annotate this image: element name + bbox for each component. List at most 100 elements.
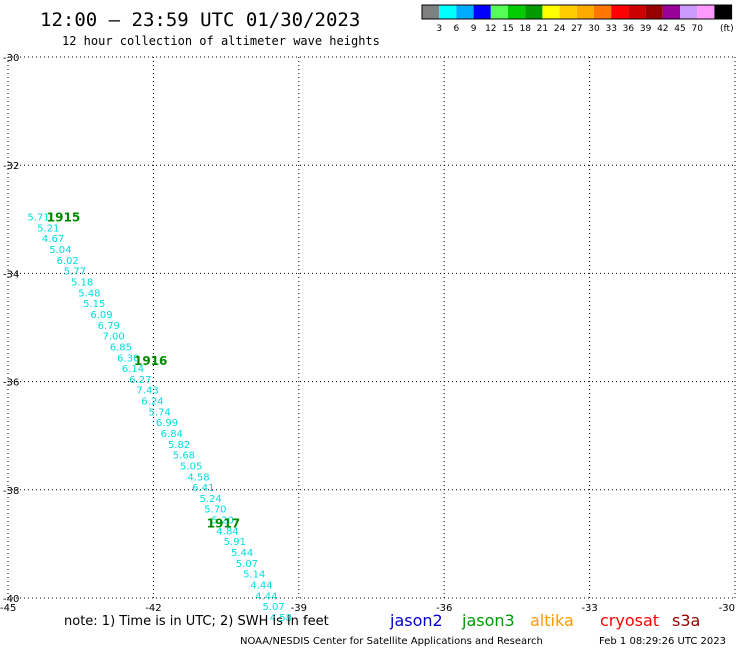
wave-height-value: 5.18 <box>71 278 93 289</box>
colorbar-border <box>421 4 733 20</box>
wave-height-value: 5.68 <box>173 451 195 462</box>
pass-time-label: 1915 <box>47 211 80 225</box>
colorbar-label: 45 <box>674 24 685 34</box>
x-tick-label: -45 <box>0 603 16 614</box>
wave-height-value: 5.74 <box>149 407 171 418</box>
wave-height-value: 6.09 <box>90 310 112 321</box>
colorbar-label: 42 <box>657 24 668 34</box>
satellite-legend: jason2 jason3 altika cryosat s3a <box>389 611 700 630</box>
colorbar-swatch <box>525 5 543 19</box>
satellite-legend-item: jason2 <box>389 611 443 630</box>
note-text: note: 1) Time is in UTC; 2) SWH is in fe… <box>64 614 329 629</box>
colorbar-swatch <box>662 5 680 19</box>
colorbar-unit: (ft) <box>720 24 734 34</box>
colorbar-label: 39 <box>640 24 652 34</box>
wave-height-value: 5.21 <box>37 223 59 234</box>
colorbar-swatch <box>714 5 732 19</box>
wave-height-value: 6.27 <box>129 375 151 386</box>
wave-height-value: 7.00 <box>103 332 125 343</box>
colorbar-swatch <box>594 5 612 19</box>
colorbar-label: 70 <box>691 24 703 34</box>
colorbar-label: 21 <box>537 24 548 34</box>
satellite-legend-item: altika <box>530 611 574 630</box>
colorbar-legend: 3 6 9 12 15 18 21 24 27 30 33 36 39 42 45 70 (ft) <box>421 4 734 34</box>
y-tick-label: -34 <box>3 269 19 280</box>
wave-height-value: 6.85 <box>110 342 132 353</box>
pass-annotations: 1915 1916 1917 <box>47 211 240 531</box>
wave-height-value: 5.07 <box>262 602 284 613</box>
chart-subtitle: 12 hour collection of altimeter wave hei… <box>62 34 380 48</box>
y-tick-label: -40 <box>3 594 19 605</box>
colorbar-label: 27 <box>571 24 582 34</box>
footer-credit: NOAA/NESDIS Center for Satellite Applica… <box>240 636 543 647</box>
colorbar-swatch <box>611 5 629 19</box>
colorbar-swatch <box>542 5 560 19</box>
x-tick-label: -33 <box>581 603 597 614</box>
wave-height-value: 5.05 <box>180 461 202 472</box>
wave-height-value: 6.30 <box>117 353 139 364</box>
wave-height-value: 7.43 <box>136 386 158 397</box>
colorbar-label: 9 <box>471 24 477 34</box>
wave-height-value: 5.20 <box>212 516 234 527</box>
axis-tick-labels: -30 -32 -34 -36 -38 -40-45 -42 -39 -36 -33 -30 <box>0 53 735 614</box>
colorbar-label: 30 <box>588 24 600 34</box>
colorbar-swatch <box>490 5 508 19</box>
wave-height-value: 6.02 <box>56 256 78 267</box>
y-tick-label: -30 <box>3 53 19 64</box>
x-tick-label: -42 <box>145 603 161 614</box>
colorbar-swatch <box>422 5 440 19</box>
wave-height-value: 5.82 <box>168 440 190 451</box>
pass-time-label: 1917 <box>207 516 240 530</box>
wave-height-value: 6.79 <box>98 321 120 332</box>
colorbar-swatch <box>473 5 491 19</box>
colorbar-swatch <box>645 5 663 19</box>
wave-height-value: 6.41 <box>192 483 214 494</box>
wave-height-value: 4.84 <box>216 526 238 537</box>
satellite-legend-item: s3a <box>672 611 700 630</box>
colorbar-swatch <box>439 5 457 19</box>
wave-height-value: 6.14 <box>122 364 144 375</box>
colorbar-swatch <box>697 5 715 19</box>
colorbar-label: 3 <box>436 24 442 34</box>
wave-height-value: 6.24 <box>141 397 163 408</box>
wave-height-value: 5.70 <box>204 505 226 516</box>
wave-height-value: 5.04 <box>49 245 71 256</box>
wave-height-value: 5.24 <box>199 494 221 505</box>
wave-height-value: 4.44 <box>255 591 277 602</box>
colorbar-label: 18 <box>519 24 531 34</box>
wave-height-value: 6.84 <box>161 429 183 440</box>
colorbar-label: 36 <box>623 24 635 34</box>
wave-height-value: 5.77 <box>64 267 86 278</box>
wave-height-value: 5.44 <box>231 548 253 559</box>
pass-time-label: 1916 <box>134 354 167 368</box>
colorbar-swatch <box>628 5 646 19</box>
colorbar-swatch <box>680 5 698 19</box>
x-tick-label: -30 <box>719 603 735 614</box>
x-tick-label: -36 <box>436 603 452 614</box>
colorbar-swatch <box>559 5 577 19</box>
satellite-legend-item: cryosat <box>600 611 659 630</box>
wave-height-value: 5.07 <box>236 559 258 570</box>
wave-height-value: 6.99 <box>156 418 178 429</box>
wave-height-value: 5.71 <box>27 213 49 224</box>
colorbar-swatch <box>456 5 474 19</box>
colorbar-label: 24 <box>554 24 566 34</box>
footer-timestamp: Feb 1 08:29:26 UTC 2023 <box>599 636 726 647</box>
colorbar-label: 12 <box>485 24 496 34</box>
wave-height-value: 4.58 <box>270 613 292 624</box>
colorbar-swatch <box>508 5 526 19</box>
data-points: 5.715.214.675.046.025.775.185.485.156.09… <box>27 213 292 624</box>
colorbar-label: 6 <box>454 24 460 34</box>
chart-title: 12:00 – 23:59 UTC 01/30/2023 <box>40 9 360 31</box>
wave-height-value: 4.67 <box>42 234 64 245</box>
wave-height-value: 5.15 <box>83 299 105 310</box>
satellite-legend-item: jason3 <box>461 611 515 630</box>
wave-height-value: 5.14 <box>243 570 265 581</box>
y-tick-label: -32 <box>3 161 19 172</box>
y-tick-label: -36 <box>3 378 19 389</box>
colorbar-label: 15 <box>502 24 513 34</box>
colorbar-label: 33 <box>605 24 616 34</box>
wave-height-value: 5.48 <box>78 288 100 299</box>
wave-height-value: 5.91 <box>224 537 246 548</box>
